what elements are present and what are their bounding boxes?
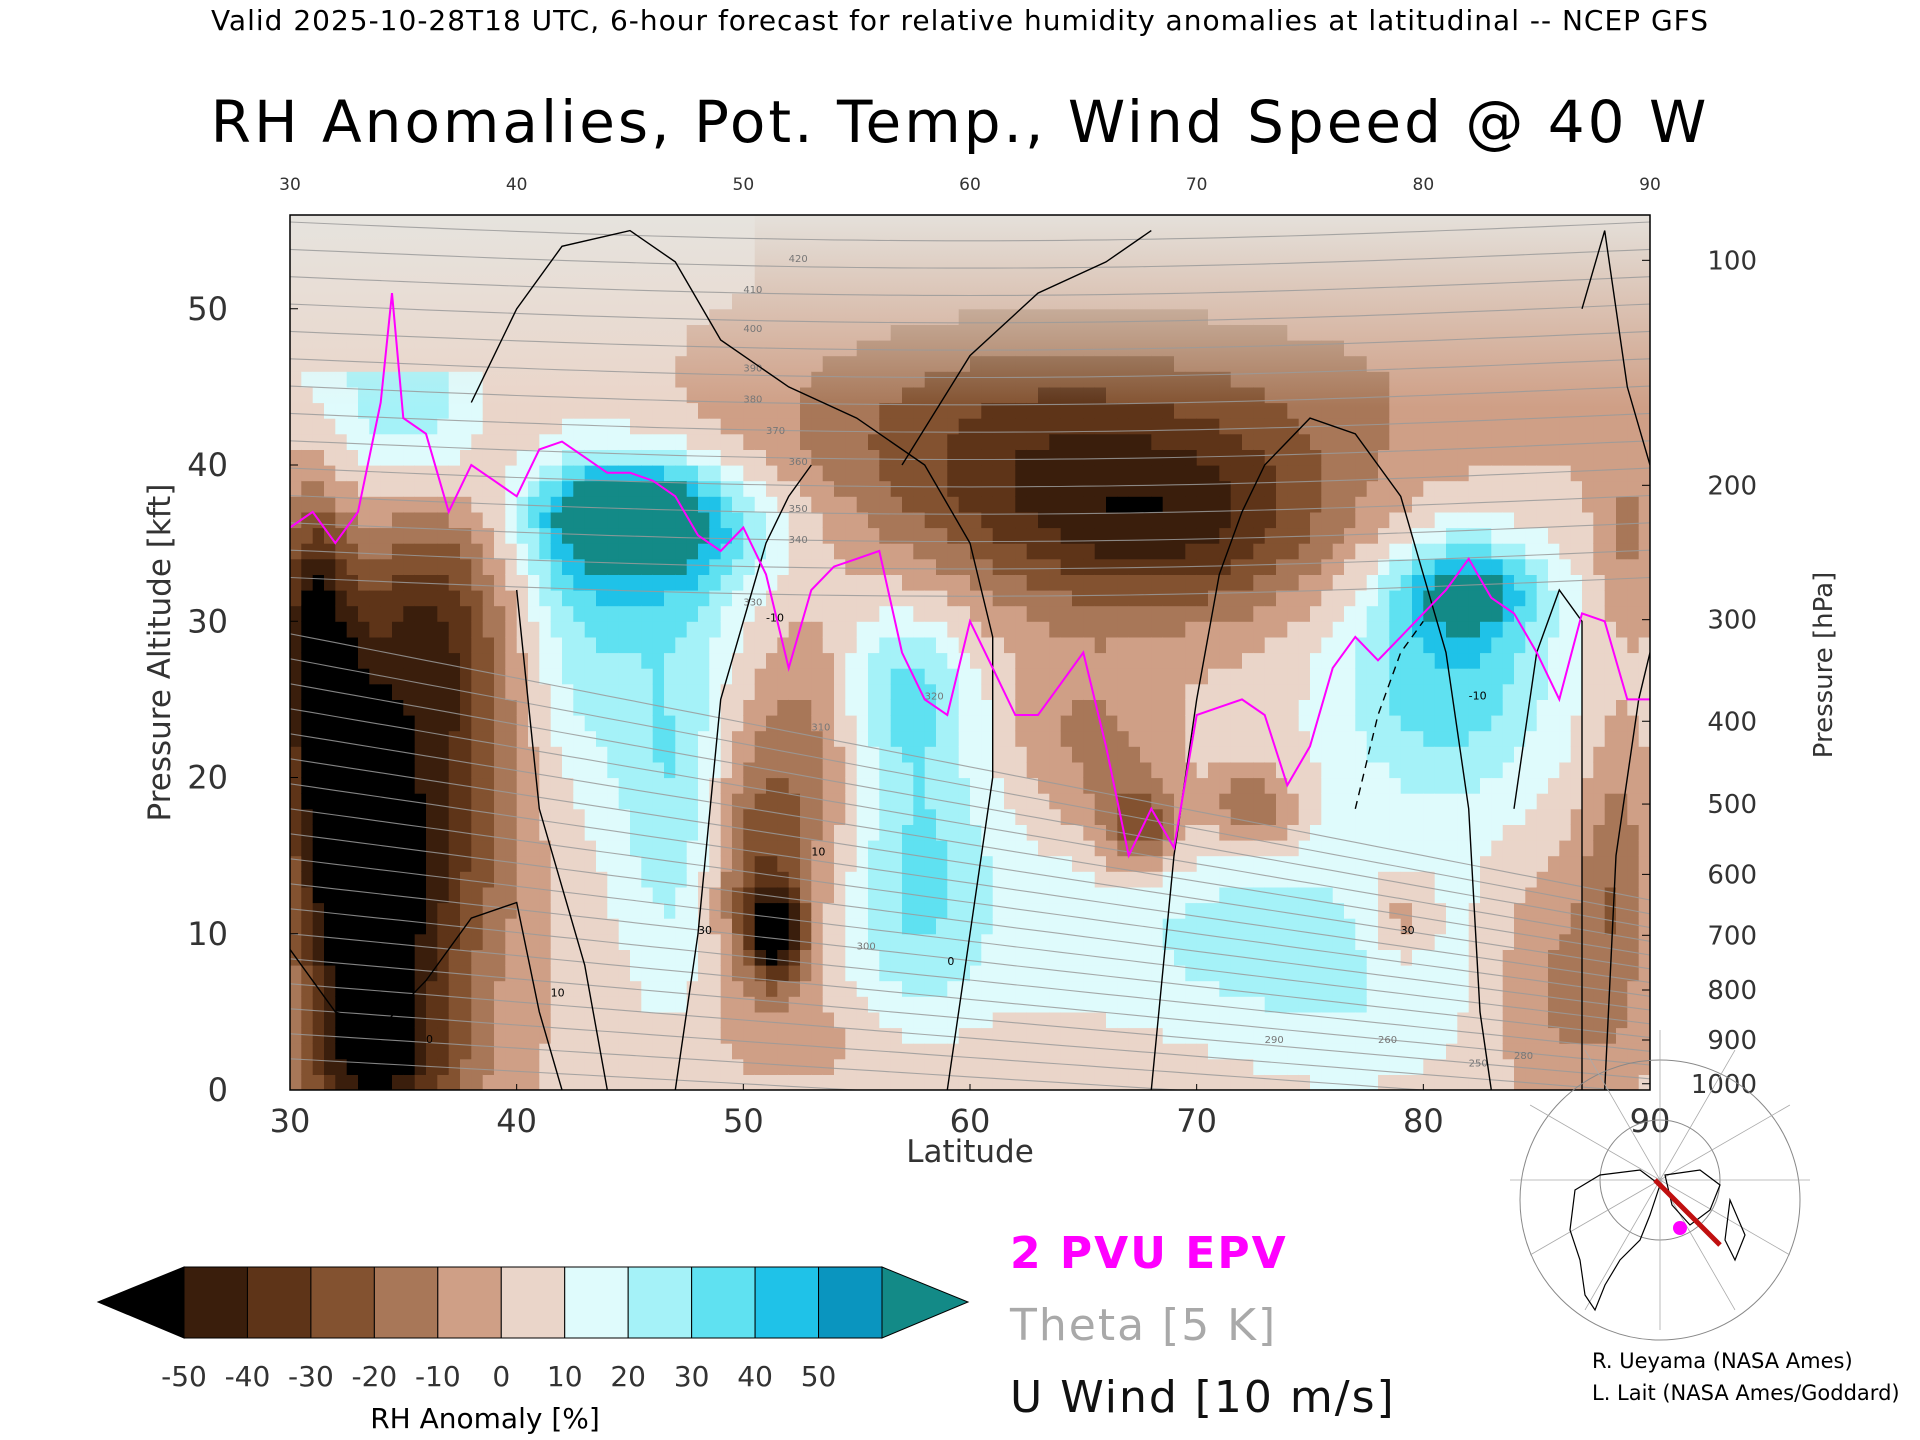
rh-anomaly-field [290,215,1650,1090]
chart-title: RH Anomalies, Pot. Temp., Wind Speed @ 4… [210,88,1710,156]
forecast-header: Valid 2025-10-28T18 UTC, 6-hour forecast… [210,4,1710,37]
